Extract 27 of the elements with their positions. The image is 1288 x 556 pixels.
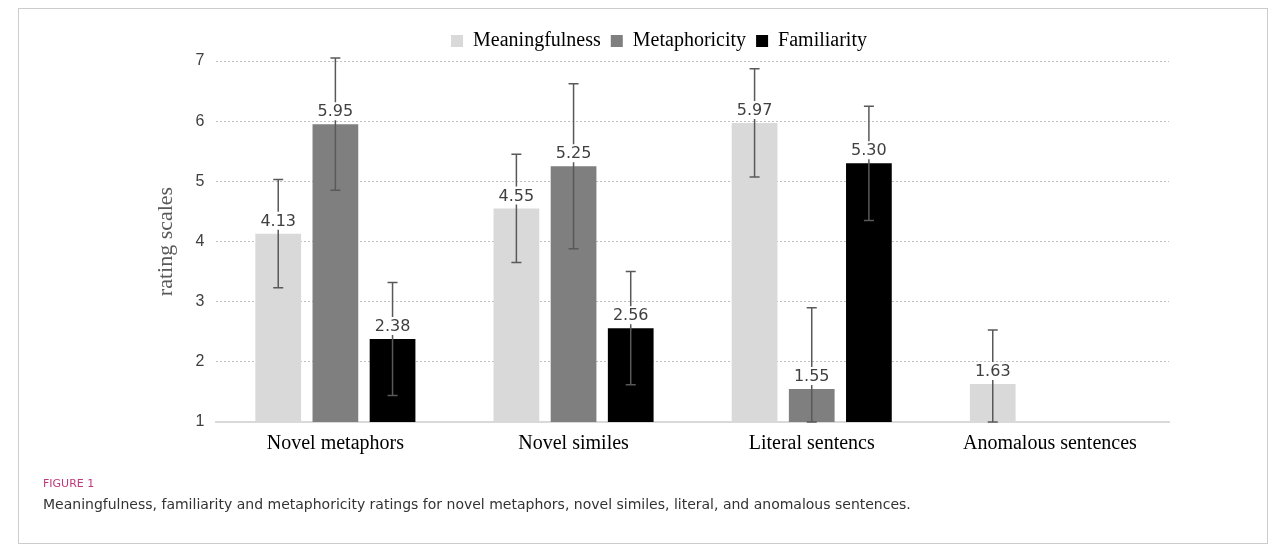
x-tick-label: Novel similes	[518, 431, 630, 454]
data-label: 4.55	[498, 185, 535, 205]
data-label: 2.56	[612, 305, 649, 325]
text: Meaningfulness, familiarity and metaphoricity ratings for novel metaphors, novel similes, literal, and anomalous sentences.	[43, 496, 911, 512]
y-axis-title: rating scales	[151, 186, 177, 297]
y-tick-label: 5	[195, 171, 205, 189]
x-tick-label: Anomalous sentences	[962, 431, 1138, 454]
y-tick-label: 3	[195, 292, 205, 310]
legend-label: Meaningfulness	[473, 28, 601, 52]
x-tick-label: Literal sentencs	[748, 431, 875, 454]
data-label: 1.55	[793, 366, 830, 386]
y-tick-label: 7	[195, 51, 205, 69]
caption: FIGURE 1	[43, 477, 95, 490]
y-tick-label: 2	[195, 352, 205, 370]
y-tick-label: 4	[195, 231, 205, 249]
data-label: 4.13	[260, 210, 297, 230]
data-label: 5.25	[555, 143, 592, 163]
y-tick-label: 6	[195, 111, 205, 129]
legend-label: Familiarity	[778, 28, 867, 52]
data-label: 5.95	[317, 101, 354, 121]
data-label: 5.30	[851, 140, 887, 160]
legend-label: Metaphoricity	[632, 28, 747, 52]
x-tick-label: Novel metaphors	[266, 431, 405, 455]
y-tick-label: 1	[195, 412, 205, 430]
data-label: 5.97	[736, 100, 773, 120]
data-label: 1.63	[974, 361, 1011, 381]
data-label: 2.38	[374, 316, 411, 336]
